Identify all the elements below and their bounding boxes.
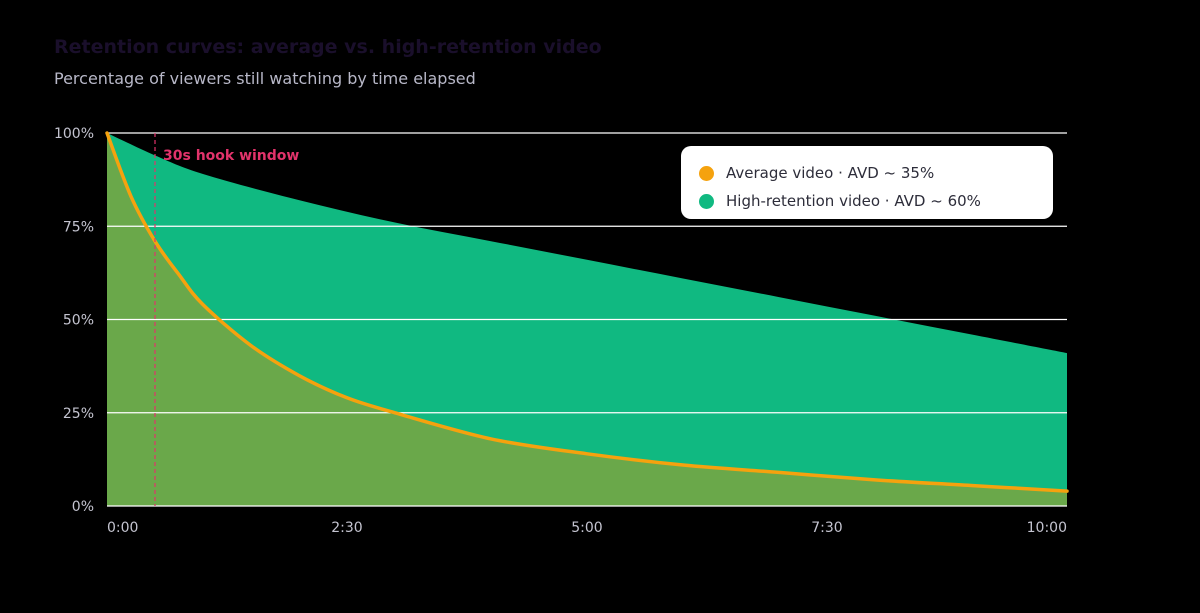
annotation-layer: 30s hook window [154,133,299,506]
y-tick-label: 25% [63,406,94,422]
y-tick-label: 0% [72,499,94,515]
chart-title: Retention curves: average vs. high-reten… [54,36,602,58]
x-tick-label: 0:00 [107,520,138,536]
legend-label-high-retention: High-retention video · AVD ~ 60% [726,192,981,210]
legend-swatch-average [699,165,714,181]
y-tick-label: 50% [63,313,94,329]
y-tick-label: 75% [63,219,94,235]
gridlines [107,132,1067,507]
x-tick-label: 7:30 [811,520,842,536]
annotation-label-hook: 30s hook window [163,148,299,164]
line-average [105,131,1069,493]
tick-labels: 0% 25% 50% 75% 100% 0:00 2:30 5:00 7:30 10:00 [54,126,1067,536]
legend-label-average: Average video · AVD ~ 35% [726,164,935,182]
legend-item-average[interactable]: Average video · AVD ~ 35% [699,159,1053,187]
x-tick-label: 2:30 [331,520,362,536]
line-layer [105,131,1069,493]
chart-subtitle: Percentage of viewers still watching by … [54,69,476,88]
x-tick-label: 5:00 [571,520,602,536]
legend-swatch-high-retention [699,193,714,209]
legend: Average video · AVD ~ 35% High-retention… [681,146,1053,219]
legend-item-high-retention[interactable]: High-retention video · AVD ~ 60% [699,187,1053,215]
y-tick-label: 100% [54,126,94,142]
x-tick-label: 10:00 [1027,520,1067,536]
